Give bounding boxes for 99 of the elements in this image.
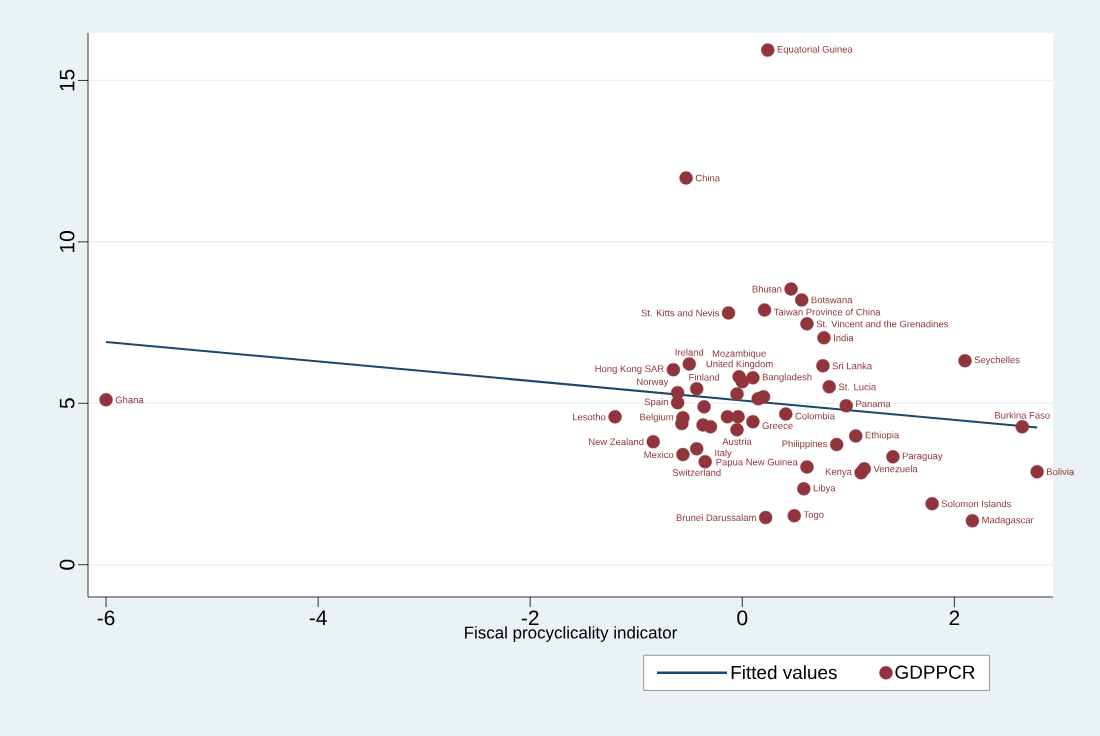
point — [958, 353, 972, 368]
y-tick-label: 5 — [59, 398, 75, 409]
point — [746, 414, 760, 429]
annotation: Finland — [689, 373, 720, 381]
y-tick-label: 0 — [59, 559, 75, 570]
annotation: India — [834, 334, 854, 342]
point — [731, 410, 745, 424]
annotation: China — [695, 174, 721, 182]
point — [839, 399, 853, 413]
annotation: Austria — [722, 437, 752, 445]
point — [690, 382, 704, 396]
point — [784, 282, 798, 296]
x-tick-label: -6 — [97, 610, 115, 626]
point — [730, 423, 744, 437]
annotation: Paraguay — [902, 452, 943, 462]
point — [697, 400, 711, 414]
point — [99, 393, 113, 407]
point — [817, 331, 831, 345]
annotation: Solomon Islands — [941, 500, 1011, 508]
x-tick-label: -4 — [309, 610, 327, 625]
point — [757, 303, 772, 317]
annotation: St. Lucia — [838, 383, 877, 391]
point — [735, 374, 749, 389]
point — [682, 357, 696, 371]
point — [800, 317, 814, 331]
x-tick-label: -2 — [521, 610, 539, 626]
point — [816, 359, 830, 373]
y-tick-label: 10 — [59, 231, 75, 252]
annotation: Greece — [762, 422, 793, 430]
annotation: Libya — [813, 484, 836, 494]
point — [829, 437, 844, 452]
point — [646, 435, 660, 449]
point — [849, 429, 863, 443]
y-tick-label: 15 — [59, 69, 75, 91]
annotation: Madagascar — [982, 516, 1034, 526]
point — [690, 442, 704, 456]
annotation: Colombia — [795, 412, 835, 420]
annotation: Seychelles — [974, 356, 1020, 366]
point — [1030, 465, 1044, 479]
point — [670, 395, 685, 410]
point — [756, 390, 771, 404]
annotation: Ghana — [115, 396, 144, 404]
annotation: Belgium — [640, 413, 674, 423]
point — [730, 387, 744, 401]
point — [608, 410, 622, 424]
annotation: Sri Lanka — [832, 362, 873, 370]
annotation: Ethiopia — [865, 431, 900, 441]
annotation: United Kingdom — [706, 360, 773, 370]
annotation: Hong Kong SAR — [595, 365, 664, 374]
point — [797, 482, 811, 496]
annotation: St. Kitts and Nevis — [641, 309, 719, 317]
annotation: Burkina Faso — [995, 411, 1050, 419]
point — [679, 171, 693, 185]
annotation: Mexico — [644, 451, 674, 459]
annotation: Kenya — [825, 468, 852, 477]
annotation: Papua New Guinea — [716, 458, 798, 468]
x-tick-label: 0 — [737, 610, 748, 626]
annotation: Ireland — [675, 348, 704, 356]
legend-label: GDPPCR — [895, 665, 975, 679]
point — [698, 455, 712, 469]
point — [758, 510, 773, 525]
annotation: Taiwan Province of China — [773, 308, 881, 316]
annotation: Norway — [637, 378, 669, 387]
point — [703, 420, 718, 434]
annotation: Brunei Darussalam — [676, 514, 756, 522]
point — [787, 508, 801, 523]
point — [779, 407, 793, 421]
point — [666, 363, 681, 377]
annotation: Mozambique — [712, 349, 766, 359]
point — [854, 465, 868, 480]
annotation: Bhutan — [752, 285, 782, 293]
x-axis-title: Fiscal procyclicality indicator — [465, 626, 677, 642]
point — [1015, 420, 1029, 434]
point — [822, 380, 836, 394]
annotation: St. Vincent and the Grenadines — [816, 320, 949, 328]
point — [746, 371, 760, 385]
point — [800, 460, 814, 474]
point — [794, 293, 809, 307]
annotation: Venezuela — [873, 465, 918, 473]
annotation: Switzerland — [672, 469, 721, 476]
annotation: Spain — [644, 398, 668, 408]
annotation: Philippines — [782, 440, 828, 450]
annotation: Bolivia — [1047, 468, 1075, 476]
point — [925, 496, 939, 511]
annotation: Equatorial Guinea — [777, 45, 853, 55]
x-tick-label: 2 — [949, 610, 960, 626]
annotation: Lesotho — [572, 413, 606, 421]
annotation: Panama — [856, 400, 891, 408]
annotation: New Zealand — [589, 438, 644, 446]
point — [721, 306, 736, 320]
point — [965, 514, 980, 528]
legend-label: Fitted values — [731, 665, 837, 680]
annotation: Bangladesh — [762, 373, 812, 383]
annotation: Botswana — [811, 296, 853, 304]
point — [761, 43, 775, 57]
point — [676, 447, 690, 462]
point — [886, 450, 900, 464]
annotation: Italy — [715, 449, 732, 459]
annotation: Togo — [803, 511, 824, 520]
